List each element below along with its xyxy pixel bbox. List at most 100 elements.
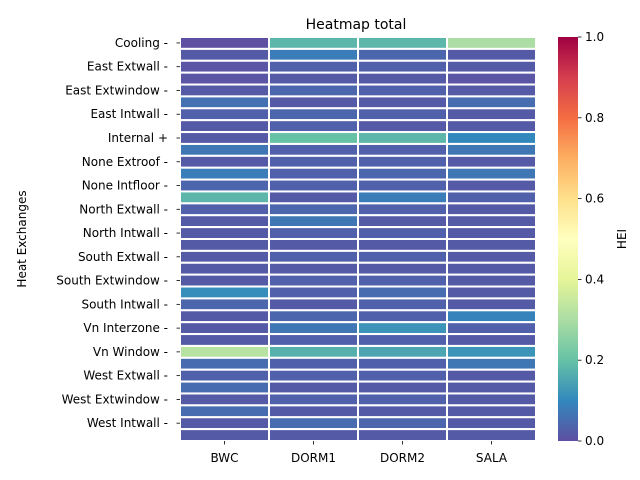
heatmap-cell bbox=[357, 404, 448, 419]
heatmap-cell bbox=[446, 249, 537, 264]
heatmap-cell bbox=[446, 416, 537, 431]
heatmap-cell bbox=[268, 166, 359, 181]
heatmap-cell bbox=[446, 71, 537, 86]
heatmap-cell bbox=[268, 404, 359, 419]
heatmap-cell bbox=[268, 356, 359, 371]
y-tick-label: East Extwindow - bbox=[65, 83, 168, 97]
heatmap-cell bbox=[268, 154, 359, 169]
heatmap-cell bbox=[446, 261, 537, 276]
colorbar-tick-label: 0.2 bbox=[585, 353, 604, 367]
heatmap-cell bbox=[179, 333, 270, 347]
heatmap-cell bbox=[357, 249, 448, 264]
heatmap-cell bbox=[446, 285, 537, 300]
heatmap-cell bbox=[357, 202, 448, 217]
y-tick-label: Internal + bbox=[108, 131, 168, 145]
heatmap-cell bbox=[446, 202, 537, 217]
heatmap-cell bbox=[446, 36, 537, 50]
heatmap-cell bbox=[357, 95, 448, 110]
y-tick-label: South Intwall - bbox=[81, 297, 168, 311]
heatmap-cell bbox=[268, 214, 359, 229]
heatmap-cell bbox=[268, 380, 359, 395]
heatmap-cell bbox=[357, 154, 448, 169]
heatmap-cell bbox=[357, 285, 448, 300]
heatmap-cell bbox=[357, 428, 448, 442]
colorbar-ticks: 0.0 0.2 0.4 0.6 0.8 1.0 bbox=[578, 30, 604, 448]
y-tick-label: East Intwall - bbox=[90, 107, 168, 121]
heatmap-cell bbox=[446, 380, 537, 395]
heatmap-cell bbox=[179, 273, 270, 288]
heatmap-cell bbox=[446, 368, 537, 383]
heatmap-cell bbox=[446, 178, 537, 193]
heatmap-cell bbox=[446, 344, 537, 359]
heatmap-cell bbox=[357, 142, 448, 157]
y-tick-label: Vn Window - bbox=[93, 345, 168, 359]
heatmap-cell bbox=[357, 380, 448, 395]
heatmap-cell bbox=[446, 321, 537, 336]
heatmap-cell bbox=[179, 321, 270, 336]
heatmap-cell bbox=[179, 59, 270, 74]
heatmap-cell bbox=[179, 214, 270, 229]
colorbar-label: HEI bbox=[615, 229, 629, 249]
heatmap-cell bbox=[446, 273, 537, 288]
heatmap-cell bbox=[357, 238, 448, 252]
heatmap-cell bbox=[357, 321, 448, 336]
heatmap-cell bbox=[268, 95, 359, 110]
heatmap-cell bbox=[446, 309, 537, 324]
heatmap-cell bbox=[357, 166, 448, 181]
heatmap-cell bbox=[446, 238, 537, 252]
heatmap-cell bbox=[446, 131, 537, 145]
heatmap-cell bbox=[357, 333, 448, 347]
heatmap-cell bbox=[268, 238, 359, 252]
heatmap-cell bbox=[446, 154, 537, 169]
heatmap-cell bbox=[446, 142, 537, 157]
heatmap-cell bbox=[179, 226, 270, 240]
heatmap-cell bbox=[446, 190, 537, 205]
heatmap-cell bbox=[268, 178, 359, 193]
heatmap-cell bbox=[446, 83, 537, 98]
heatmap-cell bbox=[357, 59, 448, 74]
heatmap-cell bbox=[268, 392, 359, 407]
y-tick-label: Vn Interzone - bbox=[83, 321, 168, 335]
y-tick-label: South Extwindow - bbox=[56, 274, 168, 288]
heatmap-cell bbox=[268, 273, 359, 288]
y-tick-labels: Cooling - East Extwall - East Extwindow - E… bbox=[56, 36, 180, 430]
heatmap-cell bbox=[268, 190, 359, 205]
heatmap-cell bbox=[179, 368, 270, 383]
heatmap-cell bbox=[357, 297, 448, 312]
heatmap-cell bbox=[446, 404, 537, 419]
heatmap-cell bbox=[357, 344, 448, 359]
heatmap-cell bbox=[179, 297, 270, 312]
heatmap-cell bbox=[268, 71, 359, 86]
heatmap-cell bbox=[446, 95, 537, 110]
heatmap-cell bbox=[179, 285, 270, 300]
heatmap-cell bbox=[357, 36, 448, 50]
heatmap-cell bbox=[446, 356, 537, 371]
heatmap-cell bbox=[268, 249, 359, 264]
heatmap-cell bbox=[268, 321, 359, 336]
y-tick-label: None Extroof - bbox=[82, 155, 168, 169]
x-tick-label: SALA bbox=[476, 451, 508, 465]
chart-title: Heatmap total bbox=[306, 17, 407, 33]
heatmap-cell bbox=[357, 416, 448, 431]
colorbar-tick-label: 1.0 bbox=[585, 30, 604, 44]
x-tick-label: BWC bbox=[210, 451, 238, 465]
heatmap-cell bbox=[268, 261, 359, 276]
heatmap-cell bbox=[179, 190, 270, 205]
heatmap-cell bbox=[446, 166, 537, 181]
colorbar-tick-label: 0.0 bbox=[585, 434, 604, 448]
heatmap-cell bbox=[268, 226, 359, 240]
heatmap-cell bbox=[268, 142, 359, 157]
heatmap-cell bbox=[179, 392, 270, 407]
heatmap-cell bbox=[268, 59, 359, 74]
heatmap-cell bbox=[268, 309, 359, 324]
heatmap-cell bbox=[357, 178, 448, 193]
heatmap-cell bbox=[179, 47, 270, 62]
x-tick-label: DORM1 bbox=[291, 451, 336, 465]
y-tick-label: Cooling - bbox=[115, 36, 168, 50]
colorbar-tick-label: 0.4 bbox=[585, 272, 604, 286]
heatmap-cell bbox=[357, 131, 448, 145]
heatmap-cell bbox=[268, 47, 359, 62]
heatmap-cell bbox=[446, 392, 537, 407]
colorbar-tick-label: 0.8 bbox=[585, 111, 604, 125]
